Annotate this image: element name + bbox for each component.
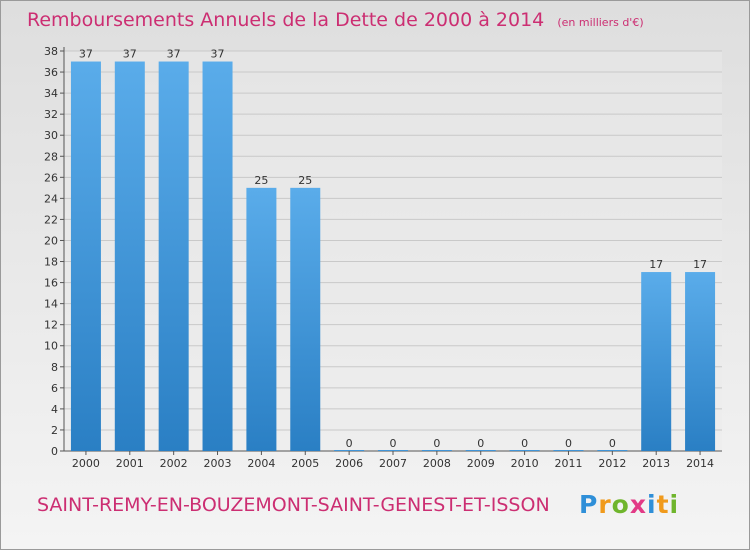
x-tick-label: 2004 bbox=[247, 457, 275, 470]
y-tick-label: 38 bbox=[44, 45, 58, 58]
y-tick-label: 12 bbox=[44, 319, 58, 332]
x-tick-label: 2006 bbox=[335, 457, 363, 470]
brand-letter: o bbox=[611, 490, 630, 519]
data-label: 17 bbox=[693, 258, 707, 271]
brand-logo: Proxiti bbox=[579, 490, 679, 519]
y-tick-label: 34 bbox=[44, 87, 58, 100]
data-label: 0 bbox=[433, 437, 440, 450]
data-label: 37 bbox=[211, 48, 225, 61]
y-tick-label: 26 bbox=[44, 171, 58, 184]
data-label: 0 bbox=[565, 437, 572, 450]
y-tick-label: 16 bbox=[44, 277, 58, 290]
data-label: 37 bbox=[79, 48, 93, 61]
bar-2012 bbox=[597, 450, 628, 451]
x-tick-label: 2001 bbox=[116, 457, 144, 470]
y-tick-label: 24 bbox=[44, 192, 58, 205]
y-tick-label: 30 bbox=[44, 129, 58, 142]
data-label: 25 bbox=[254, 174, 268, 187]
y-tick-label: 14 bbox=[44, 298, 58, 311]
data-label: 37 bbox=[123, 48, 137, 61]
bar-2003 bbox=[202, 61, 233, 452]
data-label: 37 bbox=[167, 48, 181, 61]
x-tick-label: 2014 bbox=[686, 457, 714, 470]
bar-2007 bbox=[378, 450, 408, 451]
data-label: 0 bbox=[346, 437, 353, 450]
x-tick-label: 2003 bbox=[204, 457, 232, 470]
chart-title: Remboursements Annuels de la Dette de 20… bbox=[27, 9, 545, 31]
x-tick-label: 2008 bbox=[423, 457, 451, 470]
x-tick-label: 2013 bbox=[642, 457, 670, 470]
bar-2004 bbox=[246, 187, 277, 451]
bar-2010 bbox=[509, 450, 540, 451]
x-tick-label: 2002 bbox=[160, 457, 188, 470]
data-label: 0 bbox=[609, 437, 616, 450]
x-tick-label: 2009 bbox=[467, 457, 495, 470]
bar-2008 bbox=[421, 450, 452, 451]
y-tick-label: 0 bbox=[51, 445, 58, 458]
data-label: 17 bbox=[649, 258, 663, 271]
commune-name: SAINT-REMY-EN-BOUZEMONT-SAINT-GENEST-ET-… bbox=[37, 494, 550, 516]
y-tick-label: 32 bbox=[44, 108, 58, 121]
brand-letter: r bbox=[598, 490, 612, 519]
x-tick-label: 2010 bbox=[511, 457, 539, 470]
y-tick-label: 8 bbox=[51, 361, 58, 374]
y-tick-label: 2 bbox=[51, 424, 58, 437]
y-tick-label: 28 bbox=[44, 150, 58, 163]
brand-letter: i bbox=[669, 490, 680, 519]
x-tick-label: 2005 bbox=[291, 457, 319, 470]
data-label: 25 bbox=[298, 174, 312, 187]
y-tick-label: 36 bbox=[44, 66, 58, 79]
y-tick-label: 20 bbox=[44, 234, 58, 247]
title-line: Remboursements Annuels de la Dette de 20… bbox=[27, 9, 644, 31]
bar-2014 bbox=[685, 272, 716, 451]
bar-2000 bbox=[70, 61, 101, 452]
x-tick-label: 2012 bbox=[598, 457, 626, 470]
x-tick-label: 2000 bbox=[72, 457, 100, 470]
brand-letter: t bbox=[656, 490, 670, 519]
bar-2009 bbox=[465, 450, 496, 451]
brand-letter: i bbox=[647, 490, 657, 519]
data-label: 0 bbox=[521, 437, 528, 450]
y-tick-label: 10 bbox=[44, 340, 58, 353]
y-tick-label: 18 bbox=[44, 256, 58, 269]
bar-2013 bbox=[641, 272, 672, 451]
y-tick-label: 6 bbox=[51, 382, 58, 395]
x-tick-label: 2007 bbox=[379, 457, 407, 470]
data-label: 0 bbox=[390, 437, 397, 450]
brand-letter: P bbox=[579, 490, 599, 519]
y-tick-label: 22 bbox=[44, 213, 58, 226]
brand-letter: x bbox=[629, 490, 647, 519]
bar-2001 bbox=[114, 61, 145, 452]
bar-2011 bbox=[553, 450, 584, 451]
bar-2005 bbox=[290, 187, 321, 451]
chart-unit-label: (en milliers d'€) bbox=[557, 16, 644, 29]
bar-2002 bbox=[158, 61, 189, 452]
x-tick-label: 2011 bbox=[554, 457, 582, 470]
bar-2006 bbox=[334, 450, 365, 451]
data-label: 0 bbox=[477, 437, 484, 450]
y-tick-label: 4 bbox=[51, 403, 58, 416]
